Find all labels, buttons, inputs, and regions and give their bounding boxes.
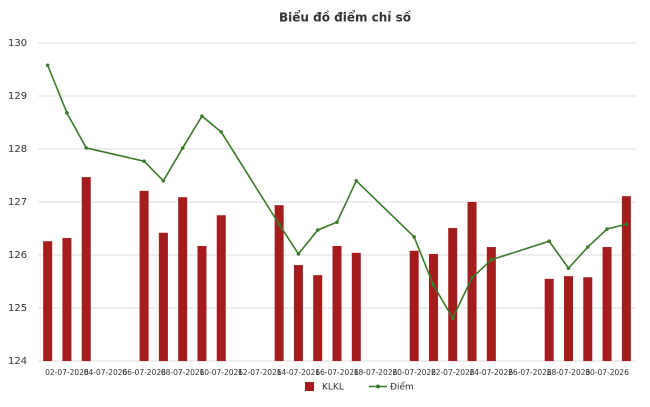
- line-point: [450, 316, 455, 320]
- line-point: [335, 220, 339, 224]
- x-tick-label: 14-07-2026: [277, 368, 321, 377]
- chart-title: Biểu đồ điểm chỉ số: [279, 10, 412, 25]
- line-point: [180, 146, 185, 150]
- line-point: [84, 146, 89, 150]
- x-tick-label: 22-07-2026: [431, 368, 475, 377]
- line-point: [200, 114, 204, 118]
- line-point: [624, 222, 629, 227]
- line-point: [354, 179, 359, 183]
- bar: [428, 253, 438, 361]
- bar: [563, 276, 573, 361]
- x-tick-label: 16-07-2026: [315, 368, 359, 377]
- x-tick-label: 08-07-2026: [161, 368, 205, 377]
- line-point: [142, 159, 146, 163]
- bar: [274, 205, 284, 361]
- line-point: [605, 227, 609, 231]
- bar: [486, 247, 496, 361]
- y-tick-label: 125: [8, 303, 27, 314]
- x-tick-label: 02-07-2026: [45, 368, 89, 377]
- line-point: [585, 245, 590, 249]
- x-tick-label: 12-07-2026: [238, 368, 282, 377]
- x-tick-label: 28-07-2026: [547, 368, 591, 377]
- bar: [351, 252, 361, 361]
- legend-swatch: [376, 384, 380, 389]
- x-tick-label: 20-07-2026: [392, 368, 436, 377]
- x-tick-label: 26-07-2026: [508, 368, 552, 377]
- line-point: [296, 252, 301, 256]
- line-point: [431, 283, 436, 288]
- bar: [448, 227, 458, 361]
- line-point: [219, 130, 224, 134]
- bar: [216, 215, 226, 361]
- y-tick-label: 124: [8, 356, 27, 367]
- y-tick-label: 127: [8, 197, 27, 208]
- y-tick-label: 130: [8, 38, 27, 49]
- bar: [621, 196, 631, 361]
- line-point: [489, 257, 494, 262]
- x-tick-label: 30-07-2026: [585, 368, 629, 377]
- bar: [43, 241, 53, 361]
- line-point: [470, 275, 474, 280]
- y-tick-label: 129: [8, 91, 27, 102]
- bar: [583, 277, 593, 361]
- bar: [467, 202, 477, 361]
- bar: [602, 247, 612, 361]
- bar: [544, 278, 554, 361]
- bar: [409, 250, 419, 361]
- bar: [158, 232, 168, 361]
- x-tick-label: 18-07-2026: [354, 368, 398, 377]
- bar: [139, 190, 149, 361]
- legend-label: Điểm: [390, 382, 414, 393]
- line-point: [315, 228, 320, 232]
- line-point: [45, 63, 50, 68]
- bar: [81, 177, 91, 361]
- y-tick-label: 126: [8, 250, 27, 261]
- bar: [178, 197, 188, 361]
- line-point: [547, 239, 551, 244]
- bar: [332, 245, 342, 361]
- bar: [293, 265, 303, 361]
- line-point: [65, 111, 69, 115]
- line-point: [277, 222, 281, 227]
- line-point: [161, 179, 166, 183]
- x-tick-label: 24-07-2026: [470, 368, 514, 377]
- line-point: [412, 235, 416, 239]
- x-tick-label: 10-07-2026: [199, 368, 243, 377]
- line-point: [566, 266, 571, 271]
- legend-swatch: [305, 382, 314, 391]
- bar: [62, 238, 72, 361]
- x-tick-label: 04-07-2026: [84, 368, 128, 377]
- bar: [313, 275, 323, 361]
- x-tick-label: 06-07-2026: [122, 368, 166, 377]
- y-tick-label: 128: [8, 144, 27, 155]
- bar: [197, 245, 207, 361]
- legend-label: KLKL: [322, 383, 344, 393]
